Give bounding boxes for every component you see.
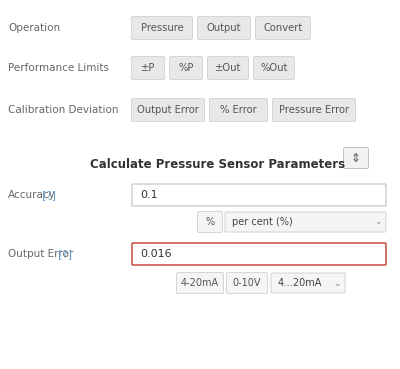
Text: 0.016: 0.016 bbox=[140, 249, 172, 259]
FancyBboxPatch shape bbox=[132, 184, 386, 206]
FancyBboxPatch shape bbox=[132, 56, 164, 79]
Text: per cent (%): per cent (%) bbox=[232, 217, 293, 227]
FancyBboxPatch shape bbox=[256, 17, 310, 39]
FancyBboxPatch shape bbox=[132, 99, 204, 121]
Text: ⇕: ⇕ bbox=[351, 152, 361, 165]
FancyBboxPatch shape bbox=[170, 56, 202, 79]
Text: Calibration Deviation: Calibration Deviation bbox=[8, 105, 118, 115]
Text: %: % bbox=[206, 217, 214, 227]
Text: 4…20mA: 4…20mA bbox=[278, 278, 322, 288]
Text: 0-10V: 0-10V bbox=[233, 278, 261, 288]
FancyBboxPatch shape bbox=[272, 99, 356, 121]
FancyBboxPatch shape bbox=[176, 272, 224, 293]
FancyBboxPatch shape bbox=[225, 212, 386, 232]
Text: [?]: [?] bbox=[55, 249, 72, 259]
Text: %Out: %Out bbox=[260, 63, 288, 73]
FancyBboxPatch shape bbox=[271, 273, 345, 293]
Text: % Error: % Error bbox=[220, 105, 257, 115]
FancyBboxPatch shape bbox=[198, 17, 250, 39]
Text: Output Error: Output Error bbox=[8, 249, 73, 259]
Text: Operation: Operation bbox=[8, 23, 60, 33]
Text: ⌄: ⌄ bbox=[333, 279, 341, 287]
Text: Performance Limits: Performance Limits bbox=[8, 63, 109, 73]
Text: Pressure Error: Pressure Error bbox=[279, 105, 349, 115]
Text: Output: Output bbox=[207, 23, 241, 33]
Text: ⌄: ⌄ bbox=[374, 217, 382, 227]
Text: [?]: [?] bbox=[39, 190, 56, 200]
Text: Output Error: Output Error bbox=[137, 105, 199, 115]
Text: %P: %P bbox=[178, 63, 194, 73]
FancyBboxPatch shape bbox=[210, 99, 268, 121]
Text: Convert: Convert bbox=[263, 23, 303, 33]
Text: ±Out: ±Out bbox=[215, 63, 241, 73]
Text: Pressure: Pressure bbox=[141, 23, 183, 33]
FancyBboxPatch shape bbox=[208, 56, 248, 79]
FancyBboxPatch shape bbox=[344, 148, 368, 169]
FancyBboxPatch shape bbox=[254, 56, 294, 79]
FancyBboxPatch shape bbox=[198, 211, 222, 232]
Text: 4-20mA: 4-20mA bbox=[181, 278, 219, 288]
Text: Accuracy: Accuracy bbox=[8, 190, 56, 200]
FancyBboxPatch shape bbox=[226, 272, 268, 293]
Text: 0.1: 0.1 bbox=[140, 190, 158, 200]
FancyBboxPatch shape bbox=[132, 17, 192, 39]
Text: ±P: ±P bbox=[141, 63, 155, 73]
Text: Calculate Pressure Sensor Parameters: Calculate Pressure Sensor Parameters bbox=[90, 159, 345, 172]
FancyBboxPatch shape bbox=[132, 243, 386, 265]
